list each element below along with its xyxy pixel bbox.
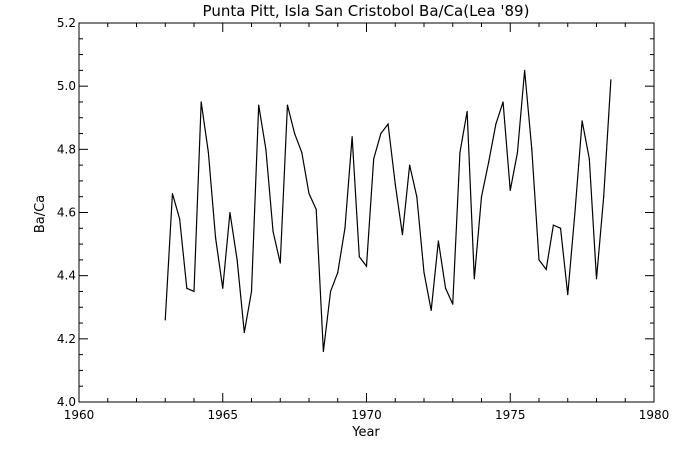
data-point [200, 101, 202, 103]
data-point [308, 192, 310, 195]
data-point [193, 290, 195, 293]
data-point [250, 290, 253, 293]
data-point [258, 104, 260, 106]
data-point [380, 132, 382, 135]
data-point [567, 294, 569, 296]
data-point [531, 148, 533, 150]
data-point [207, 151, 209, 154]
x-tick-label: 1980 [639, 408, 670, 422]
series-layer [164, 69, 612, 353]
data-point [473, 278, 475, 280]
data-point [437, 240, 439, 242]
data-point [236, 259, 238, 261]
data-point [610, 79, 612, 81]
data-point [265, 148, 267, 150]
data-point [524, 69, 526, 71]
data-point [502, 101, 504, 103]
data-point [294, 132, 296, 135]
data-point [516, 151, 519, 154]
data-point [488, 161, 490, 163]
data-point [423, 271, 425, 274]
data-point [337, 271, 339, 274]
data-point [329, 290, 332, 293]
data-point [315, 208, 317, 210]
data-point [387, 123, 389, 125]
data-point [552, 224, 554, 226]
data-point [229, 211, 231, 214]
y-tick-label: 4.4 [57, 269, 76, 283]
data-point [430, 309, 432, 312]
x-tick-label: 1975 [495, 408, 526, 422]
data-point [365, 265, 368, 267]
data-point [452, 303, 454, 305]
data-point [495, 123, 497, 125]
chart-title: Punta Pitt, Isla San Cristobol Ba/Ca(Lea… [203, 2, 530, 20]
plot-frame [78, 22, 655, 403]
y-axis-label: Ba/Ca [33, 195, 48, 233]
data-point [409, 164, 411, 166]
data-point [171, 192, 174, 195]
x-tick-label: 1960 [64, 408, 95, 422]
x-tick-label: 1965 [207, 408, 238, 422]
data-point [279, 262, 281, 264]
data-point [373, 158, 375, 160]
data-point [301, 151, 303, 154]
y-tick-label: 4.2 [57, 332, 76, 346]
data-point [581, 120, 583, 122]
x-tick-label: 1970 [351, 408, 382, 422]
data-point [603, 196, 605, 198]
x-axis-label: Year [351, 425, 380, 440]
data-point [459, 151, 461, 154]
data-point [595, 278, 598, 280]
axis-tick-labels: 1960 1965 1970 1975 1980 4.0 4.2 4.4 4.6 4.8 5.0 5.… [57, 16, 669, 422]
data-point [588, 158, 590, 160]
series-line [164, 70, 612, 352]
data-point [444, 287, 447, 289]
data-point [545, 268, 547, 270]
data-point [480, 196, 483, 198]
data-point [272, 230, 274, 233]
data-point [538, 259, 540, 261]
data-point [351, 136, 353, 138]
data-point [559, 227, 562, 229]
y-tick-label: 5.2 [57, 16, 76, 30]
data-point [466, 110, 468, 113]
data-point [574, 211, 576, 214]
data-point [322, 350, 324, 353]
data-point [394, 183, 396, 185]
y-tick-label: 4.6 [57, 206, 76, 220]
data-point [509, 189, 511, 191]
data-point [358, 256, 360, 258]
data-point [416, 196, 418, 198]
data-point [344, 227, 346, 229]
data-point [286, 104, 289, 106]
data-point [179, 218, 181, 220]
data-point [164, 319, 166, 321]
axis-ticks [78, 22, 655, 403]
data-point [214, 237, 217, 239]
data-point [186, 287, 188, 289]
y-tick-label: 4.0 [57, 395, 76, 409]
data-point [222, 287, 224, 289]
y-tick-label: 4.8 [57, 142, 76, 156]
data-point [401, 234, 404, 236]
y-tick-label: 5.0 [57, 79, 76, 93]
data-point [243, 331, 245, 334]
